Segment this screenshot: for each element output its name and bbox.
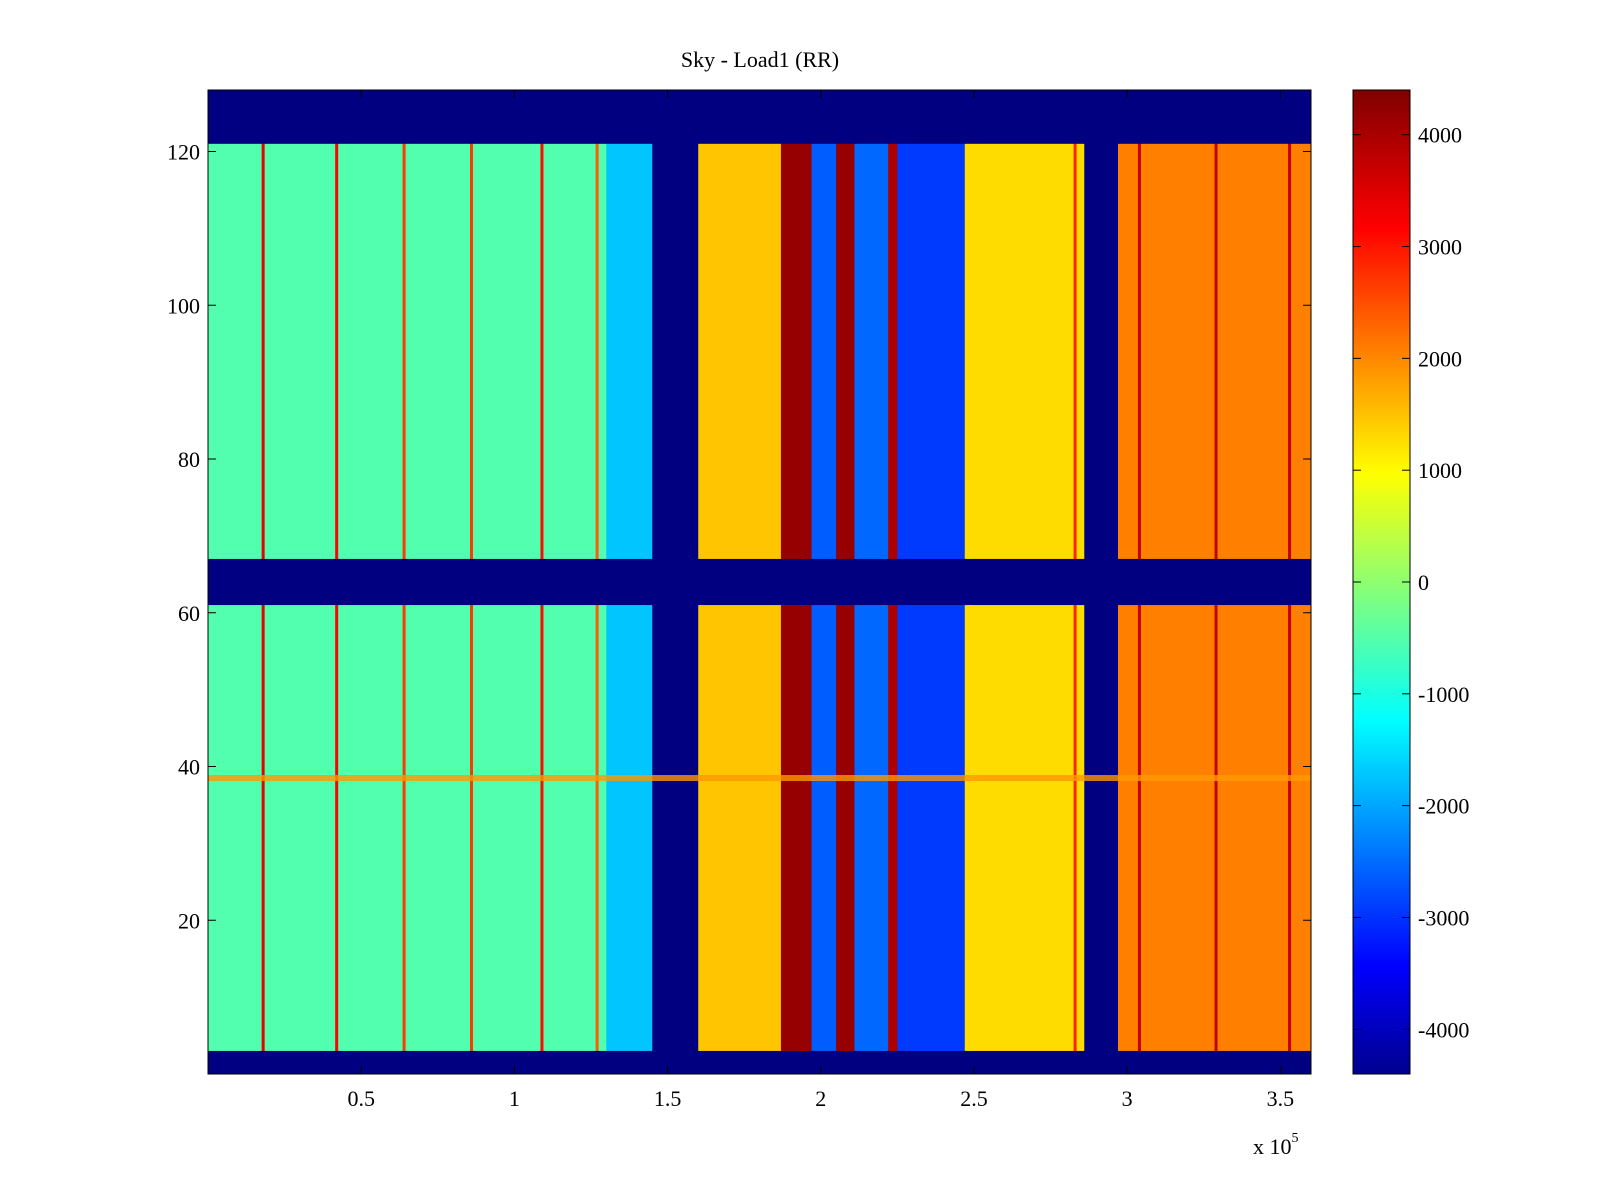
colorbar-tick-label: -2000 bbox=[1418, 794, 1469, 819]
x-tick-label: 2 bbox=[815, 1086, 826, 1111]
colorbar-tick-label: 0 bbox=[1418, 570, 1429, 595]
heatmap-masked-row bbox=[208, 558, 1311, 606]
colorbar bbox=[1352, 89, 1411, 1075]
x-axis-multiplier-exponent: 5 bbox=[1292, 1131, 1299, 1146]
x-axis: 0.5 1 1.5 2 2.5 3 3.5 bbox=[347, 90, 1294, 1111]
colorbar-tick-label: -4000 bbox=[1418, 1017, 1469, 1042]
x-tick-label: 3.5 bbox=[1267, 1086, 1295, 1111]
chart-title: Sky - Load1 (RR) bbox=[681, 47, 839, 72]
x-axis-multiplier: x 105 bbox=[1253, 1131, 1299, 1159]
x-tick-label: 0.5 bbox=[347, 1086, 375, 1111]
colorbar-axis: -4000 -3000 -2000 -1000 0 1000 2000 3000 4000 bbox=[1353, 123, 1469, 1042]
plot-frame bbox=[207, 89, 1312, 1075]
heatmap-masked-row bbox=[208, 90, 1311, 144]
y-tick-label: 80 bbox=[178, 447, 200, 472]
y-tick-label: 40 bbox=[178, 755, 200, 780]
y-tick-label: 100 bbox=[167, 293, 200, 318]
x-tick-label: 2.5 bbox=[960, 1086, 988, 1111]
colorbar-tick-label: 4000 bbox=[1418, 123, 1462, 148]
heatmap-masked-row bbox=[208, 1050, 1311, 1074]
y-tick-label: 120 bbox=[167, 140, 200, 165]
colorbar-tick-label: 3000 bbox=[1418, 235, 1462, 260]
x-tick-label: 1.5 bbox=[654, 1086, 682, 1111]
heatmap-area bbox=[208, 90, 1311, 1074]
colorbar-tick-label: -1000 bbox=[1418, 682, 1469, 707]
y-tick-label: 20 bbox=[178, 908, 200, 933]
y-tick-label: 60 bbox=[178, 601, 200, 626]
x-tick-label: 1 bbox=[509, 1086, 520, 1111]
x-tick-label: 3 bbox=[1122, 1086, 1133, 1111]
heatmap-highlight-row bbox=[208, 775, 1311, 782]
colorbar-tick-label: 2000 bbox=[1418, 346, 1462, 371]
y-axis: 20 40 60 80 100 120 bbox=[167, 140, 1311, 933]
colorbar-tick-label: 1000 bbox=[1418, 458, 1462, 483]
colorbar-tick-label: -3000 bbox=[1418, 905, 1469, 930]
